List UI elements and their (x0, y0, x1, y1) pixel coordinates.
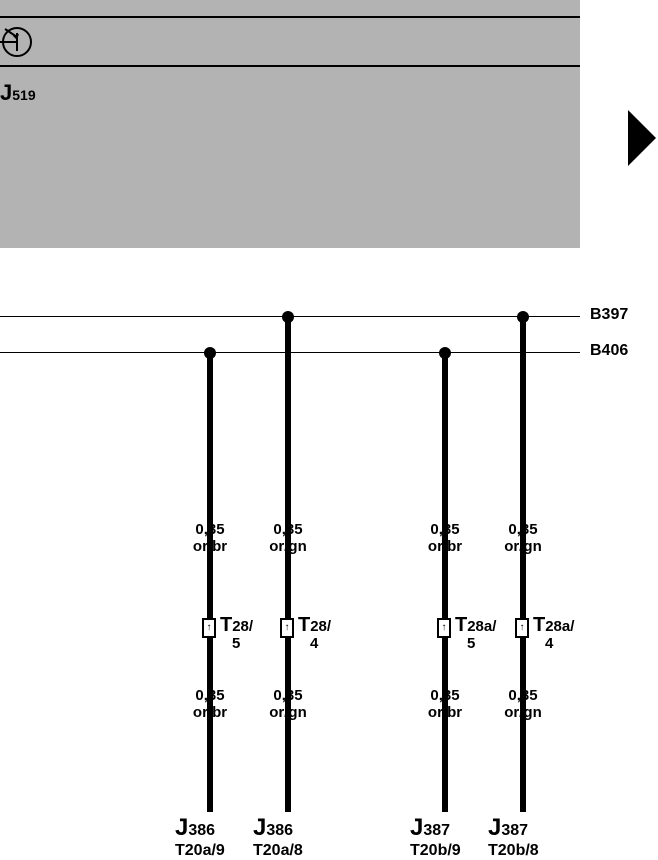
connector-label: T28/5 (220, 614, 253, 653)
bus-label: B406 (590, 342, 628, 360)
transistor-icon (0, 27, 40, 61)
wire-destination-label: J386T20a/9 (175, 814, 225, 860)
wire (520, 316, 526, 812)
wire (285, 316, 291, 812)
wire-spec-top: 0,35or/gn (493, 522, 553, 555)
connector-box: ↑ (437, 618, 451, 638)
wire-destination-label: J386T20a/8 (253, 814, 303, 860)
module-box (0, 0, 580, 248)
connector-label: T28a/4 (533, 614, 574, 653)
wire-spec-bottom: 0,35or/gn (493, 688, 553, 721)
connector-label: T28a/5 (455, 614, 496, 653)
wire (442, 352, 448, 812)
wire-destination-label: J387T20b/8 (488, 814, 539, 860)
wire-spec-bottom: 0,35or/br (415, 688, 475, 721)
connector-box: ↑ (202, 618, 216, 638)
wire-spec-bottom: 0,35or/gn (258, 688, 318, 721)
connector-box: ↑ (280, 618, 294, 638)
header-line-2 (0, 65, 580, 67)
wire-spec-top: 0,35or/gn (258, 522, 318, 555)
bus-label: B397 (590, 306, 628, 324)
connector-label: T28/4 (298, 614, 331, 653)
wire-spec-top: 0,35or/br (415, 522, 475, 555)
wire-spec-top: 0,35or/br (180, 522, 240, 555)
header-line-1 (0, 16, 580, 18)
module-label-prefix: J (0, 80, 12, 105)
continuation-arrow-icon (626, 108, 658, 168)
connector-box: ↑ (515, 618, 529, 638)
module-label: J519 (0, 80, 36, 106)
wire-spec-bottom: 0,35or/br (180, 688, 240, 721)
wire (207, 352, 213, 812)
module-label-sub: 519 (12, 87, 35, 103)
wire-destination-label: J387T20b/9 (410, 814, 461, 860)
